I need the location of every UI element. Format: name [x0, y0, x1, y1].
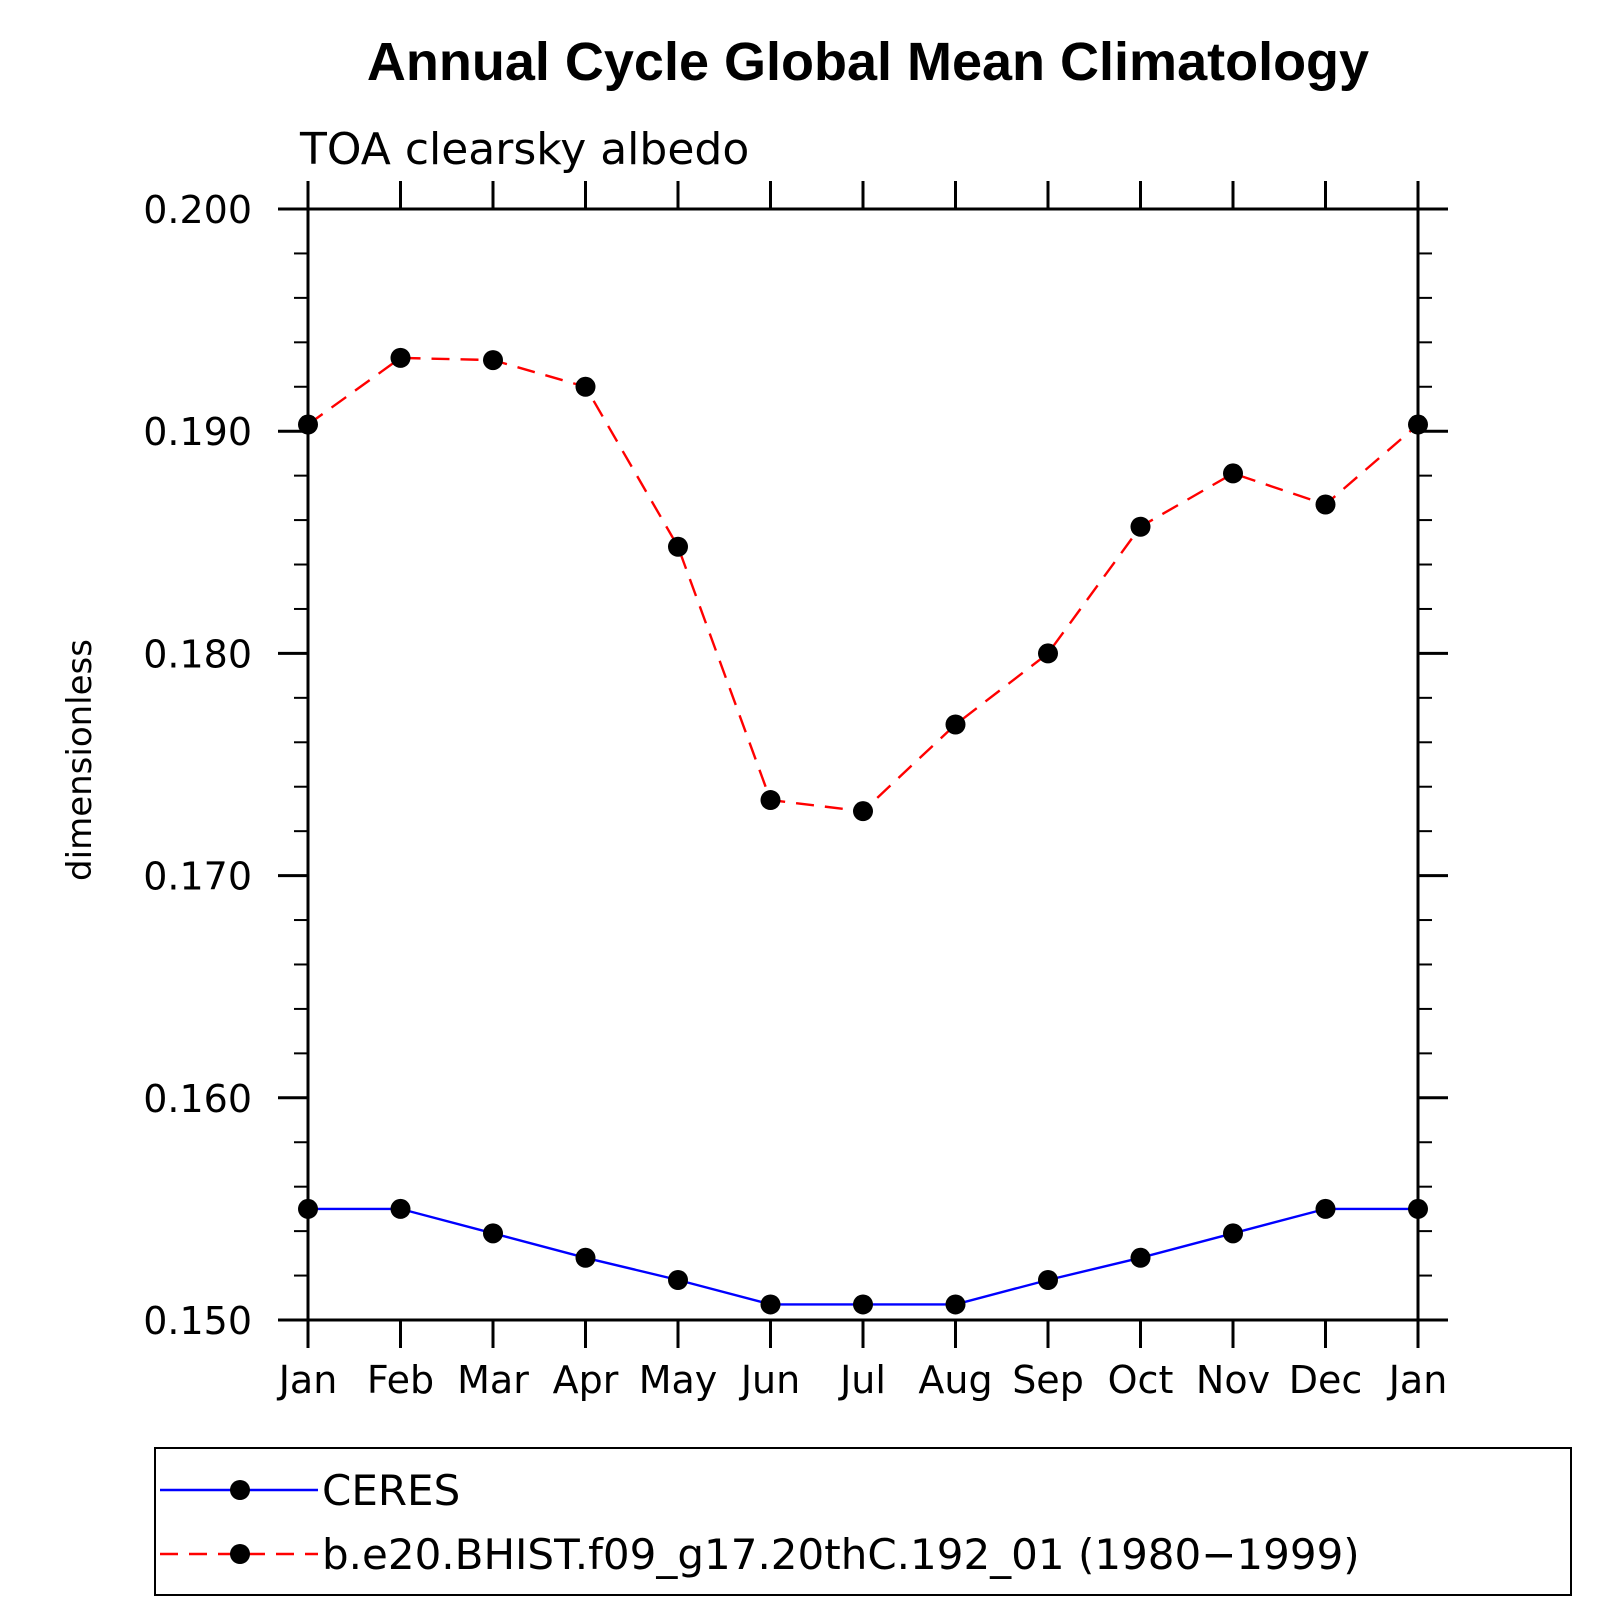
x-tick-label: Jan [1387, 1358, 1448, 1402]
series-1-point [390, 347, 411, 368]
y-axis-label: dimensionless [60, 639, 100, 881]
series-1-point [1315, 494, 1336, 515]
y-tick-label: 0.170 [143, 855, 252, 899]
series-1-point [945, 714, 966, 735]
series-0-point [853, 1294, 873, 1315]
series-0-point [945, 1294, 966, 1315]
series-1-point [853, 801, 873, 822]
series-0-point [760, 1294, 781, 1315]
series-1-point [668, 536, 688, 557]
series-0-point [483, 1223, 503, 1244]
series-0-point [575, 1247, 596, 1268]
legend-label-0: CERES [322, 1466, 460, 1515]
x-tick-label: May [639, 1358, 718, 1402]
x-tick-label: Apr [553, 1358, 619, 1402]
series-0-point [1038, 1270, 1058, 1291]
x-tick-label: Jan [277, 1358, 338, 1402]
x-tick-label: Sep [1012, 1358, 1084, 1402]
series-1-point [1130, 516, 1151, 537]
series-line-1 [307, 356, 1419, 813]
x-tick-label: Oct [1108, 1358, 1174, 1402]
legend-box [154, 1447, 1572, 1596]
legend-marker-0 [230, 1480, 250, 1500]
series-0-point [668, 1270, 688, 1291]
y-tick-label: 0.160 [143, 1077, 252, 1121]
x-tick-label: Mar [457, 1358, 529, 1402]
legend-label-1: b.e20.BHIST.f09_g17.20thC.192_01 (1980−1… [322, 1530, 1360, 1579]
legend-marker-1 [230, 1544, 250, 1564]
x-tick-label: Jul [838, 1358, 886, 1402]
x-tick-label: Nov [1196, 1358, 1270, 1402]
axes-group: Jan Feb Mar Apr May Jun Jul Aug Sep Oct Nov Dec Jan 0… [143, 181, 1448, 1402]
x-tick-label: Jun [739, 1358, 800, 1402]
series-0-point [1315, 1198, 1336, 1219]
x-tick-label: Dec [1289, 1358, 1363, 1402]
series-0-point [1408, 1198, 1428, 1219]
y-tick-label: 0.190 [143, 410, 252, 454]
x-tick-label: Feb [367, 1358, 434, 1402]
series-1-point [1223, 463, 1243, 484]
series-line-0 [308, 1207, 1418, 1306]
y-tick-label: 0.150 [143, 1299, 252, 1343]
series-1-point [483, 350, 503, 371]
plot-frame [306, 207, 1420, 1322]
series-0-point [298, 1198, 318, 1219]
series-1-point [1038, 643, 1058, 664]
series-1-point [760, 790, 781, 811]
series-0-point [1130, 1247, 1151, 1268]
y-tick-label: 0.200 [143, 188, 252, 232]
legend: CERES b.e20.BHIST.f09_g17.20thC.192_01 (1… [154, 1447, 1572, 1596]
series-1-point [575, 376, 596, 397]
series-1-point [298, 414, 318, 435]
series-0-point [390, 1198, 411, 1219]
series-0-point [1223, 1223, 1243, 1244]
series-1-point [1408, 414, 1428, 435]
x-tick-label: Aug [918, 1358, 992, 1402]
chart-subtitle: TOA clearsky albedo [299, 124, 749, 175]
y-tick-label: 0.180 [143, 632, 252, 676]
series-layer [298, 347, 1428, 1315]
chart-title: Annual Cycle Global Mean Climatology [367, 32, 1369, 92]
